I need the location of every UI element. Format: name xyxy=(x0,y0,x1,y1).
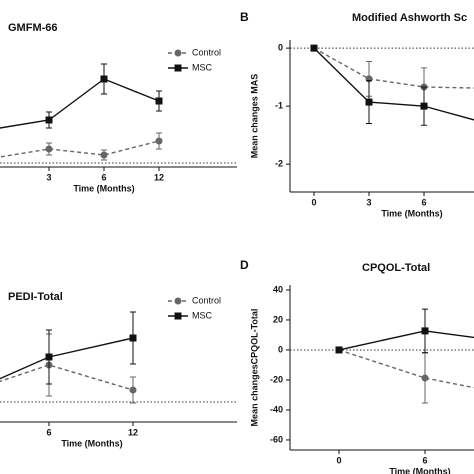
legend-label: MSC xyxy=(192,62,213,72)
series-line xyxy=(313,47,474,89)
y-tick-label: -2 xyxy=(275,159,283,169)
y-axis-label: Mean changes MAS xyxy=(249,74,259,159)
marker xyxy=(45,353,53,361)
marker xyxy=(365,98,373,106)
panel-label: D xyxy=(240,258,249,272)
x-tick-label: 12 xyxy=(154,172,164,182)
x-axis-label: Time (Months) xyxy=(389,466,450,474)
x-axis-label: Time (Months) xyxy=(381,208,442,218)
legend-marker xyxy=(174,49,182,57)
x-tick-label: 12 xyxy=(128,427,138,437)
x-axis-label: Time (Months) xyxy=(73,183,134,193)
x-axis-label: Time (Months) xyxy=(61,438,122,448)
legend-label: Control xyxy=(192,295,221,305)
series-line xyxy=(313,47,474,121)
x-tick-label: 6 xyxy=(46,427,51,437)
marker xyxy=(335,346,343,354)
marker xyxy=(129,334,137,342)
x-tick-label: 6 xyxy=(422,455,427,465)
y-axis-label: Mean changesCPQOL-Total xyxy=(249,309,259,427)
y-tick-label: -40 xyxy=(270,404,283,414)
x-tick-label: 0 xyxy=(336,455,341,465)
marker xyxy=(155,137,163,145)
legend-label: Control xyxy=(192,47,221,57)
marker xyxy=(155,97,163,105)
y-tick-label: -20 xyxy=(270,374,283,384)
marker xyxy=(129,386,137,394)
x-tick-label: 3 xyxy=(46,172,51,182)
series-line xyxy=(0,337,134,380)
chart-title: CPQOL-Total xyxy=(362,262,430,274)
marker xyxy=(310,44,318,52)
chart-title: Modified Ashworth Sc xyxy=(352,12,467,24)
chart-title: GMFM-66 xyxy=(8,22,58,34)
legend-marker xyxy=(174,64,182,72)
series-line xyxy=(0,140,160,158)
x-tick-label: 6 xyxy=(101,172,106,182)
series-line xyxy=(338,349,474,389)
x-tick-label: 6 xyxy=(421,197,426,207)
legend-label: MSC xyxy=(192,310,213,320)
series-line xyxy=(338,330,474,351)
marker xyxy=(420,102,428,110)
y-tick-label: 0 xyxy=(278,344,283,354)
marker xyxy=(421,374,429,382)
x-tick-label: 0 xyxy=(311,197,316,207)
marker xyxy=(45,116,53,124)
y-tick-label: -60 xyxy=(270,434,283,444)
legend-marker xyxy=(174,297,182,305)
marker xyxy=(45,145,53,153)
marker xyxy=(421,327,429,335)
legend-marker xyxy=(174,312,182,320)
y-tick-label: -1 xyxy=(275,101,283,111)
x-tick-label: 3 xyxy=(366,197,371,207)
y-tick-label: 20 xyxy=(273,314,283,324)
y-tick-label: 0 xyxy=(278,42,283,52)
marker xyxy=(100,75,108,83)
marker xyxy=(100,151,108,159)
chart-title: PEDI-Total xyxy=(8,291,63,303)
y-tick-label: 40 xyxy=(273,284,283,294)
panel-label: B xyxy=(240,10,249,24)
series-line xyxy=(0,78,160,129)
